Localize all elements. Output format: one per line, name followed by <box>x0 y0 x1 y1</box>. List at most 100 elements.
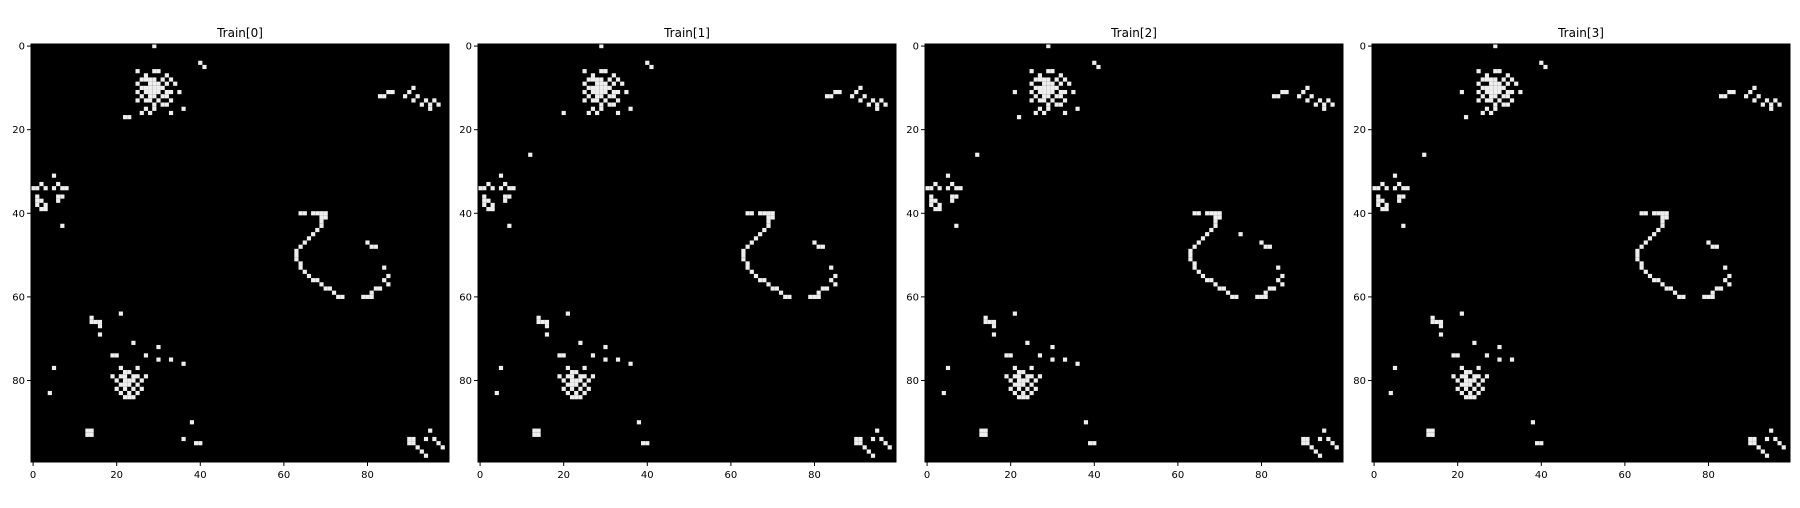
heatmap-cell <box>1476 89 1481 95</box>
heatmap-cell <box>745 211 750 216</box>
heatmap-cell <box>595 98 600 103</box>
heatmap-cell <box>156 357 161 362</box>
heatmap-cell <box>1426 432 1431 437</box>
heatmap-cell <box>311 232 316 237</box>
heatmap-cell <box>641 441 646 446</box>
heatmap-cell <box>1016 115 1022 120</box>
heatmap-cell <box>156 98 161 103</box>
heatmap-cell <box>544 319 550 325</box>
heatmap-cell <box>762 227 767 233</box>
heatmap-cell <box>164 81 169 86</box>
heatmap-cell <box>866 449 871 454</box>
heatmap-cell <box>607 77 612 82</box>
heatmap-cell <box>1505 73 1510 78</box>
heatmap-cell <box>1497 81 1502 86</box>
heatmap-cell <box>603 98 608 103</box>
heatmap-cell <box>1012 390 1017 396</box>
heatmap-cell <box>929 186 934 191</box>
heatmap-cell <box>1238 232 1243 237</box>
heatmap-cell <box>164 73 169 78</box>
heatmap-cell <box>1509 357 1515 362</box>
heatmap-cell <box>1463 382 1469 387</box>
heatmap-cell <box>97 319 103 325</box>
heatmap-cell <box>382 278 387 283</box>
heatmap-cell <box>1769 106 1774 111</box>
heatmap-cell <box>319 282 324 287</box>
heatmap-cell <box>1497 85 1502 90</box>
heatmap-cell <box>1497 344 1502 350</box>
heatmap-cell <box>925 186 930 191</box>
heatmap-cell <box>590 353 596 358</box>
heatmap-cell <box>407 89 412 95</box>
heatmap-cell <box>152 106 157 111</box>
heatmap-cell <box>628 361 633 366</box>
heatmap-cell <box>875 428 880 433</box>
heatmap-cell <box>1459 382 1464 387</box>
heatmap-cell <box>983 315 988 320</box>
heatmap-cell <box>331 290 337 295</box>
heatmap-cell <box>35 194 40 199</box>
heatmap-cell <box>1330 102 1335 107</box>
heatmap-cell <box>1710 294 1715 299</box>
heatmap-cell <box>536 315 541 320</box>
heatmap-cell <box>866 102 871 107</box>
heatmap-cell <box>1046 81 1051 86</box>
heatmap-cell <box>1230 294 1235 299</box>
heatmap-cell <box>373 286 378 291</box>
heatmap-cell <box>528 152 533 157</box>
heatmap-cell <box>156 81 161 86</box>
heatmap-cell <box>168 357 174 362</box>
heatmap-cell <box>127 395 132 400</box>
heatmap-cell <box>306 236 312 241</box>
heatmap-cell <box>812 294 817 299</box>
heatmap-cell <box>854 436 859 442</box>
heatmap-cell <box>1309 94 1314 99</box>
heatmap-cell <box>1016 370 1022 375</box>
x-tick-label: 80 <box>1702 470 1715 481</box>
heatmap-cell <box>369 244 374 249</box>
heatmap-cell <box>198 60 203 65</box>
heatmap-cell <box>1463 370 1469 375</box>
heatmap-cell <box>1656 227 1661 233</box>
heatmap-cell <box>1330 441 1335 446</box>
heatmap-cell <box>1455 386 1460 391</box>
heatmap-cell <box>323 215 328 220</box>
heatmap-cell <box>762 211 767 216</box>
heatmap-cell <box>1188 257 1193 262</box>
heatmap-cell <box>983 428 988 433</box>
heatmap-cell <box>490 186 495 191</box>
heatmap-cell <box>649 64 654 70</box>
heatmap-cell <box>160 94 165 99</box>
heatmap-cell <box>937 186 942 191</box>
heatmap-cell <box>1397 194 1402 199</box>
heatmap-cell <box>1033 386 1038 391</box>
heatmap-cell <box>51 173 57 178</box>
heatmap-cell <box>979 432 984 437</box>
heatmap-cell <box>770 286 775 291</box>
heatmap-cell <box>1388 390 1393 396</box>
heatmap-cell <box>1476 98 1481 103</box>
heatmap-cell <box>599 94 604 99</box>
heatmap-cell <box>582 390 587 396</box>
heatmap-cell <box>164 102 169 107</box>
x-tick-label: 80 <box>808 470 821 481</box>
heatmap-cell <box>315 278 320 283</box>
heatmap-cell <box>440 445 445 450</box>
heatmap-cell <box>599 44 604 49</box>
heatmap-cell <box>85 432 90 437</box>
heatmap-cell <box>1484 98 1490 103</box>
heatmap-cell <box>1543 64 1548 70</box>
heatmap-cell <box>1509 98 1515 103</box>
heatmap-cell <box>152 94 157 99</box>
heatmap-cell <box>1213 215 1218 220</box>
heatmap-cell <box>1401 186 1406 191</box>
heatmap-cell <box>1376 202 1381 208</box>
heatmap-cell <box>1192 261 1197 266</box>
heatmap-cell <box>118 382 123 387</box>
heatmap-cell <box>327 286 332 291</box>
heatmap-cell <box>1472 386 1477 391</box>
heatmap-cell <box>152 44 157 49</box>
heatmap-cell <box>1639 265 1644 270</box>
heatmap-cell <box>783 294 788 299</box>
heatmap-cell <box>1196 240 1201 245</box>
